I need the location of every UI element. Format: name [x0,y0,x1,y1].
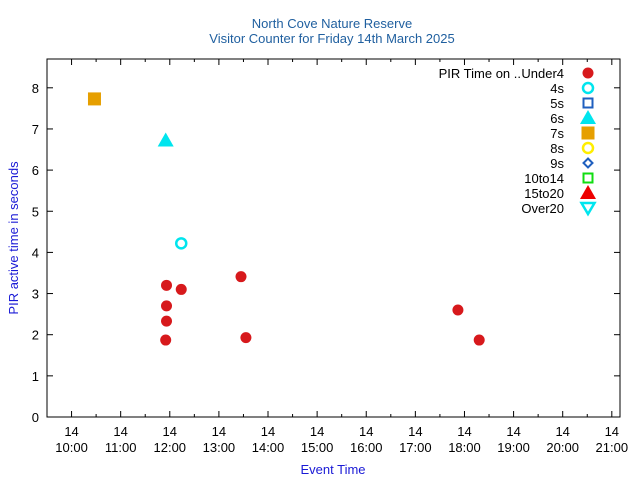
data-point [161,279,173,291]
x-tick-label-time: 16:00 [350,440,383,455]
legend-marker [581,126,595,140]
plot-frame [46,58,621,418]
legend-marker [580,110,596,124]
data-points [87,92,485,346]
data-point [235,271,247,283]
x-tick-label-day: 14 [506,424,520,439]
x-axis-label: Event Time [300,462,365,477]
x-tick-label-day: 14 [163,424,177,439]
data-point [452,304,464,316]
chart-title: North Cove Nature Reserve [252,16,412,31]
legend-label: 4s [550,81,564,96]
legend-marker [582,172,594,184]
y-tick-label: 3 [32,287,39,302]
x-axis: 1410:001411:001412:001413:001414:001415:… [46,59,629,455]
x-tick-label-day: 14 [261,424,275,439]
legend-marker [582,97,594,109]
chart-subtitle: Visitor Counter for Friday 14th March 20… [209,31,454,46]
x-tick-label-day: 14 [64,424,78,439]
x-tick-label-time: 15:00 [301,440,334,455]
legend-marker [579,201,597,217]
y-tick-label: 2 [32,328,39,343]
x-tick-label-time: 17:00 [399,440,432,455]
y-tick-label: 1 [32,369,39,384]
x-tick-label-time: 10:00 [55,440,88,455]
data-point [240,332,252,344]
x-tick-label-day: 14 [310,424,324,439]
y-axis: 0 1 2 3 4 5 6 7 8 [32,81,620,425]
x-tick-label-time: 11:00 [105,440,137,455]
data-point [161,315,173,327]
x-tick-label-time: 18:00 [448,440,481,455]
x-tick-label-time: 20:00 [546,440,579,455]
legend-marker [581,141,595,155]
x-tick-label-day: 14 [359,424,373,439]
x-tick-label-time: 21:00 [596,440,629,455]
legend-title: PIR Time on .. [439,66,521,81]
x-tick-label-day: 14 [457,424,471,439]
legend-marker [582,67,594,79]
x-tick-label-day: 14 [212,424,226,439]
x-tick-label-time: 19:00 [497,440,530,455]
y-tick-label: 6 [32,163,39,178]
legend-label: 5s [550,96,564,111]
legend-marker [581,81,595,95]
legend-label: 10to14 [524,171,564,186]
data-point [161,300,173,312]
x-tick-label-time: 12:00 [154,440,187,455]
legend-marker [580,185,596,199]
legend: PIR Time on .. Under44s5s6s7s8s9s10to1415… [439,66,597,217]
x-tick-label-day: 14 [605,424,619,439]
x-tick-label-day: 14 [408,424,422,439]
y-tick-label: 4 [32,245,39,260]
legend-label: 9s [550,156,564,171]
data-point [160,334,172,346]
data-point [175,283,187,295]
x-tick-label-day: 14 [555,424,569,439]
y-tick-label: 5 [32,204,39,219]
legend-label: Under4 [521,66,564,81]
x-tick-label-day: 14 [113,424,127,439]
legend-label: 6s [550,111,564,126]
legend-label: 15to20 [524,186,564,201]
legend-label: 8s [550,141,564,156]
legend-label: 7s [550,126,564,141]
data-point [174,237,188,250]
data-point [87,92,101,106]
legend-label: Over20 [521,201,564,216]
legend-marker [582,157,594,169]
y-axis-label: PIR active time in seconds [6,161,21,315]
data-point [157,132,174,147]
y-tick-label: 7 [32,122,39,137]
x-tick-label-time: 14:00 [252,440,285,455]
y-tick-label: 0 [32,410,39,425]
data-point [473,334,485,346]
y-tick-label: 8 [32,81,39,96]
x-tick-label-time: 13:00 [203,440,236,455]
